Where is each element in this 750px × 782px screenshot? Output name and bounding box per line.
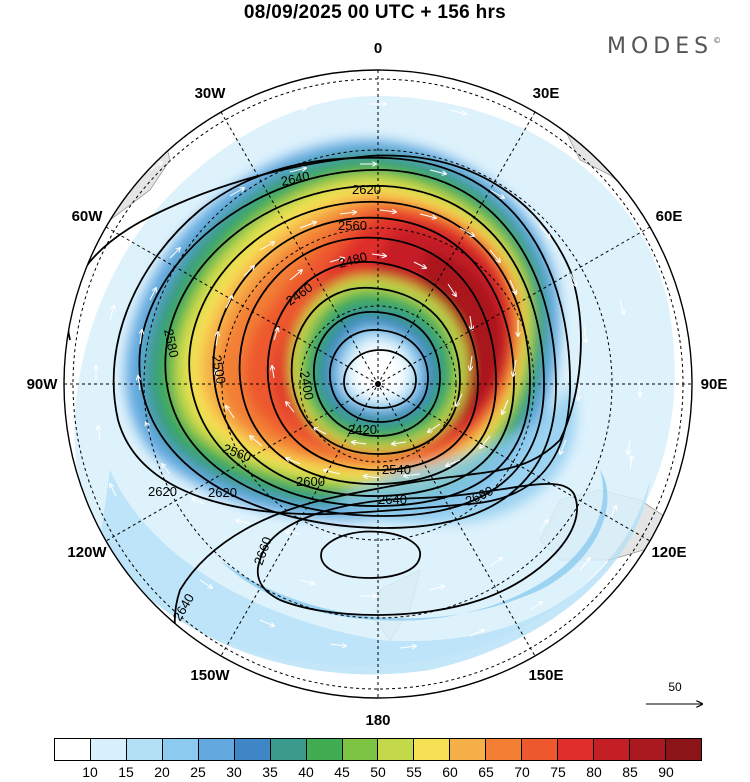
colorbar-cell [90, 739, 127, 760]
colorbar-tick-label: 80 [586, 764, 602, 780]
brand-mark: © [713, 36, 722, 45]
longitude-label-lon-120w: 120W [67, 544, 107, 561]
colorbar-tick-label: 65 [478, 764, 494, 780]
colorbar-cell [234, 739, 271, 760]
colorbar-cell [126, 739, 163, 760]
colorbar-tick-label: 40 [298, 764, 314, 780]
colorbar-tick-label: 85 [622, 764, 638, 780]
colorbar-cell [630, 739, 666, 760]
colorbar-tick-label: 30 [226, 764, 242, 780]
colorbar-tick-label: 35 [262, 764, 278, 780]
colorbar-cell [486, 739, 523, 760]
longitude-label-lon-120e: 120E [651, 544, 686, 561]
contour-label-2420: 2420 [348, 422, 377, 437]
map-border [63, 69, 693, 699]
contour-label-2540: 2540 [382, 462, 411, 477]
reference-vector: 50 [644, 680, 706, 710]
colorbar-cell [665, 739, 701, 760]
longitude-label-lon-30e: 30E [533, 85, 560, 102]
colorbar-cell [558, 739, 595, 760]
wind-vectors [96, 104, 640, 648]
colorbar-tick-label: 60 [442, 764, 458, 780]
contour-label-2500: 2500 [209, 354, 229, 385]
contour-label-2600: 2600 [296, 474, 325, 489]
colorbar-cell [162, 739, 199, 760]
longitude-label-lon-90e: 90E [701, 376, 728, 393]
graticule [64, 70, 692, 698]
colorbar-cell [414, 739, 451, 760]
contour-label-2560-b: 2560 [338, 218, 367, 233]
colorbar-cell [198, 739, 235, 760]
longitude-label-lon-90w: 90W [27, 376, 59, 393]
colorbar-tick-label: 90 [658, 764, 674, 780]
longitude-labels: 0 30E 60E 90E 120E 150E 180 150W 120W 90W 60W 30W [27, 40, 728, 729]
contour-label-2620-c: 2620 [208, 485, 237, 500]
colorbar-cell [342, 739, 379, 760]
longitude-label-lon-30w: 30W [195, 85, 227, 102]
brand-logo: MODES© [607, 34, 721, 59]
colorbar-cell [450, 739, 487, 760]
colorbar-cell [594, 739, 630, 760]
contour-label-2620-b: 2620 [148, 484, 177, 499]
longitude-label-lon-180: 180 [365, 712, 390, 729]
colorbar-tick-label: 10 [82, 764, 98, 780]
colorbar-tick-label: 25 [190, 764, 206, 780]
reference-arrow-icon [646, 680, 706, 710]
colorbar-cell [378, 739, 415, 760]
colorbar-tick-label: 50 [370, 764, 386, 780]
colorbar-tick-label: 70 [514, 764, 530, 780]
contour-label-2640-b: 2640 [378, 492, 407, 507]
brand-name: MODES [607, 34, 714, 59]
colorbar-cell [306, 739, 343, 760]
colorbar-tick-label: 75 [550, 764, 566, 780]
wind-speed-field [64, 70, 692, 698]
contour-label-2400: 2400 [297, 370, 317, 401]
colorbar-cell [55, 739, 91, 760]
contour-label-2640: 2640 [280, 168, 311, 189]
contour-label-2620: 2620 [352, 182, 381, 197]
colorbar-tick-label: 20 [154, 764, 170, 780]
longitude-label-lon-150e: 150E [528, 667, 563, 684]
contour-label-2480: 2480 [337, 249, 369, 271]
polar-map: 2400 2420 2460 2480 2500 2540 2560 2580 … [27, 40, 728, 729]
colorbar-cell [522, 739, 559, 760]
pole-marker [375, 381, 381, 387]
contour-label-2580: 2580 [161, 328, 182, 359]
longitude-label-lon-60w: 60W [72, 208, 104, 225]
longitude-label-lon-150w: 150W [190, 667, 230, 684]
colorbar-tick-label: 45 [334, 764, 350, 780]
colorbar-tick-label: 55 [406, 764, 422, 780]
colorbar-cell [270, 739, 307, 760]
colorbar-tick-label: 15 [118, 764, 134, 780]
longitude-label-lon-0: 0 [374, 40, 382, 57]
longitude-label-lon-60e: 60E [656, 208, 683, 225]
reference-vector-label: 50 [668, 680, 682, 694]
height-contours [66, 154, 582, 671]
map-title: 08/09/2025 00 UTC + 156 hrs [243, 2, 507, 23]
colorbar-ticks: 10 15 20 25 30 35 40 45 50 55 60 65 70 75 80 85 90 [54, 764, 702, 782]
colorbar [54, 738, 702, 761]
